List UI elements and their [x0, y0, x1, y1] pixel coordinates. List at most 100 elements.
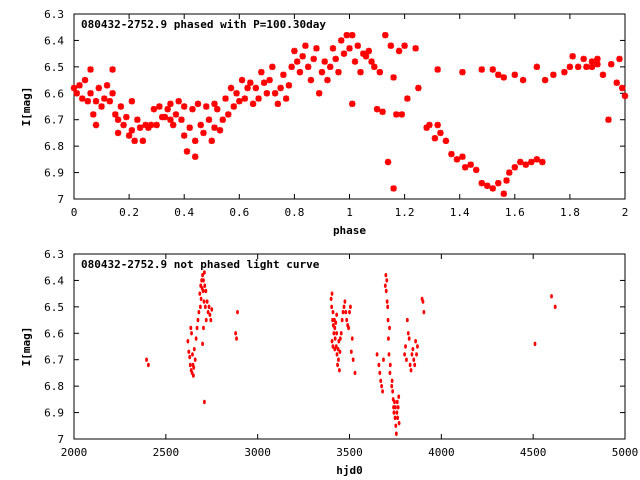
- data-point: [343, 299, 347, 304]
- data-point-core: [243, 96, 247, 101]
- data-point-core: [606, 118, 611, 122]
- data-point: [383, 283, 387, 288]
- data-point: [207, 304, 211, 310]
- data-point: [205, 299, 209, 304]
- data-point-core: [496, 181, 500, 185]
- data-point-core: [400, 112, 404, 117]
- data-point-core: [378, 70, 382, 74]
- data-point: [336, 346, 340, 352]
- data-point-core: [201, 131, 206, 135]
- data-point-core: [513, 73, 517, 77]
- data-point: [203, 304, 207, 310]
- data-point-core: [513, 165, 517, 169]
- data-point: [201, 341, 204, 347]
- data-point: [411, 346, 415, 352]
- data-point-core: [77, 83, 82, 87]
- data-point-core: [389, 44, 393, 48]
- data-point: [186, 339, 190, 344]
- data-point: [348, 309, 351, 315]
- data-point-core: [276, 102, 280, 106]
- data-point-core: [221, 118, 225, 122]
- data-point: [197, 309, 201, 315]
- data-point-core: [179, 118, 184, 122]
- data-point-core: [177, 99, 181, 103]
- data-point: [235, 336, 238, 341]
- data-point: [378, 370, 382, 376]
- data-point-core: [174, 112, 178, 117]
- data-point-core: [350, 102, 354, 106]
- data-point-core: [105, 83, 109, 87]
- data-point-core: [207, 118, 211, 122]
- data-point: [330, 339, 334, 344]
- data-point-core: [312, 57, 316, 61]
- data-point: [350, 336, 354, 341]
- data-point-core: [284, 96, 288, 101]
- data-point-core: [394, 112, 398, 117]
- data-point: [384, 288, 388, 294]
- data-point-core: [590, 59, 594, 64]
- data-point-core: [155, 123, 159, 127]
- data-point-core: [94, 99, 98, 103]
- data-point: [395, 410, 399, 415]
- data-point-core: [543, 78, 547, 82]
- data-point-core: [88, 91, 93, 95]
- data-point-core: [204, 104, 208, 109]
- y-tick-label: 6.6: [44, 87, 64, 100]
- data-point-core: [502, 75, 506, 80]
- data-point: [335, 352, 339, 357]
- data-point: [203, 283, 207, 288]
- data-point-core: [251, 102, 255, 106]
- data-point-core: [444, 139, 448, 143]
- data-point: [337, 368, 341, 373]
- data-point-core: [521, 78, 525, 82]
- data-point-core: [334, 57, 338, 61]
- data-point-core: [210, 139, 214, 143]
- data-point-core: [292, 49, 296, 53]
- data-point-core: [193, 139, 197, 143]
- data-point-core: [507, 170, 511, 175]
- data-point-core: [416, 86, 420, 90]
- data-point-core: [356, 44, 360, 48]
- data-point-core: [576, 65, 580, 69]
- data-point: [202, 299, 206, 304]
- data-point: [353, 370, 357, 376]
- data-point: [405, 357, 408, 362]
- data-point-core: [86, 99, 90, 103]
- data-point-core: [438, 131, 443, 135]
- x-tick-label: 0: [71, 206, 78, 219]
- data-point-core: [116, 131, 120, 135]
- data-point: [416, 344, 419, 349]
- data-point: [331, 309, 335, 315]
- data-point-core: [551, 73, 555, 77]
- data-point: [210, 307, 214, 312]
- data-point-core: [568, 65, 572, 69]
- data-point-core: [121, 123, 126, 127]
- x-tick-label: 0.2: [119, 206, 139, 219]
- data-point-core: [199, 123, 203, 127]
- data-point: [391, 389, 395, 394]
- data-point-core: [232, 104, 236, 109]
- data-point: [396, 415, 400, 421]
- data-point-core: [331, 46, 335, 50]
- data-point: [395, 399, 399, 405]
- data-point: [234, 331, 238, 336]
- data-point-core: [188, 126, 192, 130]
- data-point: [533, 341, 537, 347]
- data-point: [550, 294, 553, 299]
- data-point-core: [590, 65, 594, 69]
- y-tick-label: 6.8: [44, 140, 64, 153]
- data-point: [335, 331, 339, 336]
- data-point: [201, 272, 204, 278]
- data-point: [333, 325, 337, 331]
- data-point-core: [491, 67, 495, 72]
- data-point-core: [306, 65, 310, 69]
- data-point: [410, 352, 414, 357]
- data-point-core: [240, 78, 244, 82]
- data-point-core: [391, 186, 396, 191]
- data-point-core: [182, 133, 186, 138]
- data-point-core: [212, 102, 217, 106]
- data-point-core: [119, 104, 123, 109]
- data-point-core: [480, 181, 484, 185]
- data-point-core: [149, 123, 153, 127]
- data-point-core: [234, 91, 239, 95]
